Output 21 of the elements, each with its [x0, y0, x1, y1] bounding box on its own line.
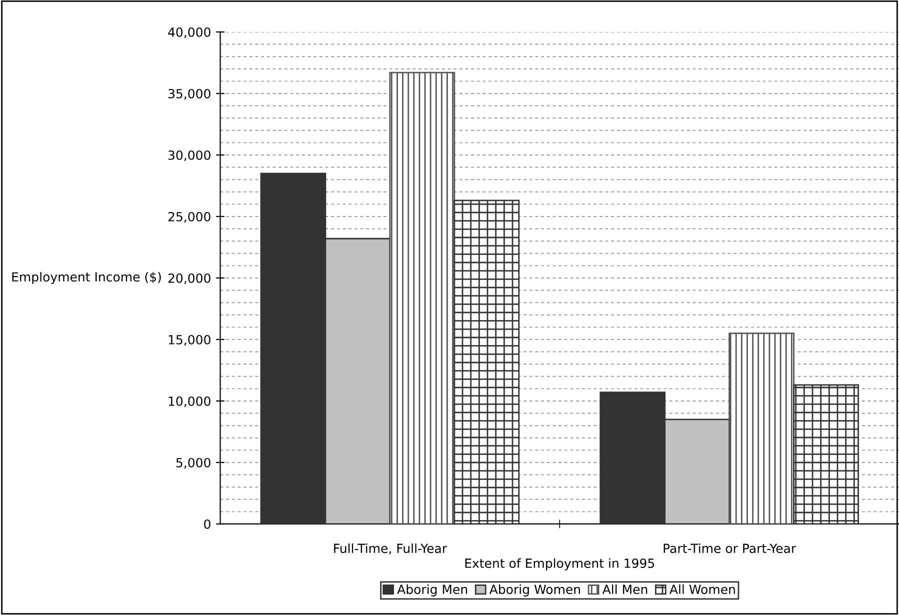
- x-tick-label: Full-Time, Full-Year: [334, 543, 448, 554]
- bar: [389, 72, 456, 524]
- y-tick-label: 15,000: [168, 334, 210, 346]
- y-tick-label: 0: [204, 519, 210, 529]
- bar: [793, 384, 859, 524]
- y-tick-label: 5,000: [176, 458, 210, 469]
- x-tick-label: Part-Time or Part-Year: [664, 543, 796, 554]
- y-tick-label: 20,000: [168, 273, 210, 284]
- bar: [728, 332, 794, 524]
- bar: [454, 200, 520, 524]
- x-axis-title: Extent of Employment in 1995: [465, 558, 654, 570]
- y-tick-label: 40,000: [168, 27, 210, 38]
- legend-label: Aborig Men: [397, 584, 468, 596]
- legend-label: All Women: [670, 584, 735, 594]
- y-tick-label: 10,000: [168, 396, 210, 408]
- y-axis-title: Employment Income ($): [12, 272, 161, 284]
- legend-label: Aborig Women: [489, 584, 580, 596]
- legend-label: All Men: [602, 584, 648, 594]
- y-tick-label: 35,000: [168, 88, 210, 100]
- y-tick-label: 30,000: [168, 150, 210, 162]
- y-tick-label: 25,000: [168, 212, 210, 223]
